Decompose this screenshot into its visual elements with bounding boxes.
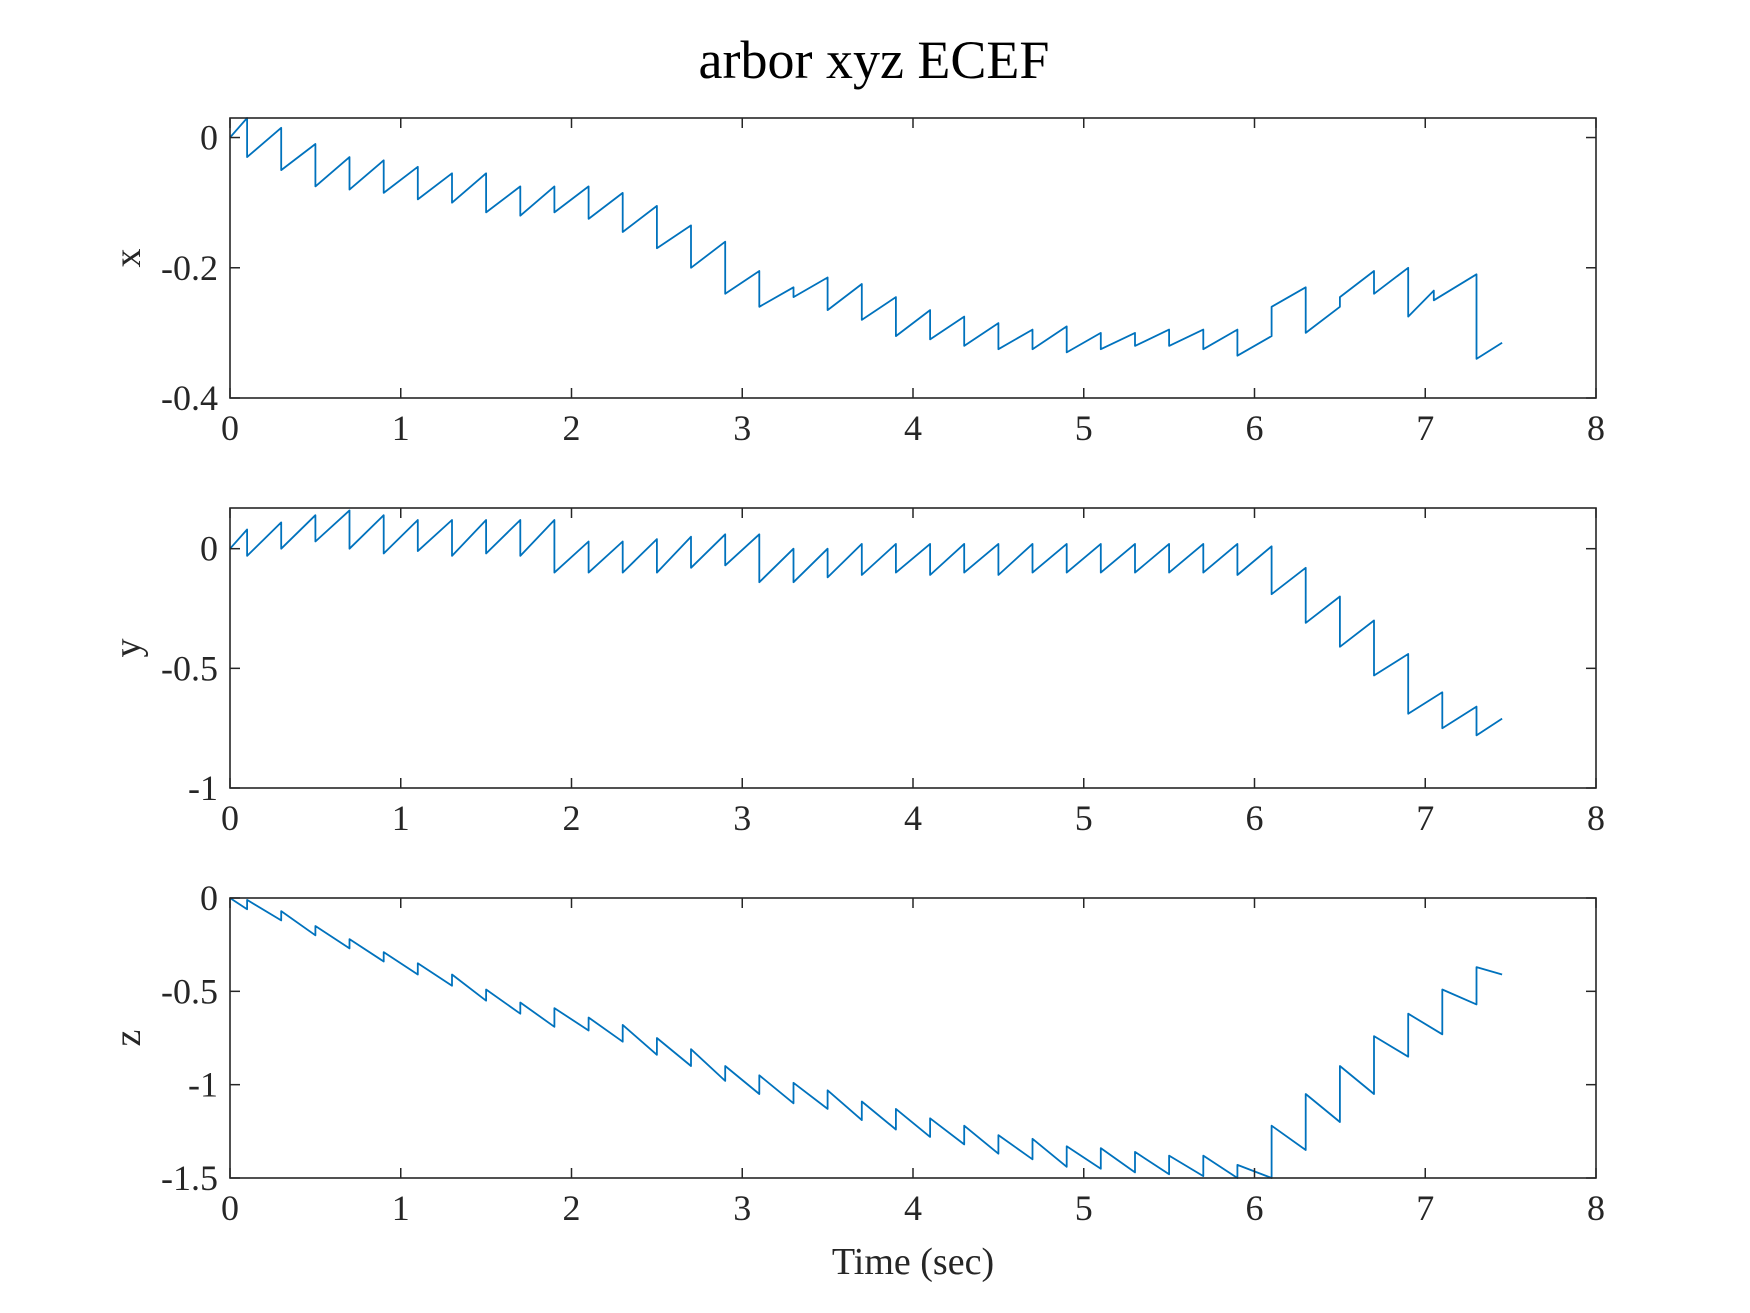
series-line-z xyxy=(229,897,1503,1179)
x-tick-label: 4 xyxy=(904,1188,922,1228)
subplot-y: 0 1 2 3 4 5 6 7 8 0 -0.5 -1 y xyxy=(107,507,1605,838)
x-axis-label: Time (sec) xyxy=(832,1241,994,1283)
subplot-x: 0 1 2 3 4 5 6 7 8 0 -0.2 -0.4 x xyxy=(107,117,1605,448)
y-axis-label: y xyxy=(107,639,149,658)
y-tick-label: 0 xyxy=(200,878,218,918)
x-tick-label: 3 xyxy=(733,798,751,838)
y-tick-label: -0.2 xyxy=(161,248,218,288)
y-tick-label: -1.5 xyxy=(161,1158,218,1198)
series-line-y xyxy=(229,509,1503,737)
x-tick-label: 7 xyxy=(1416,408,1434,448)
x-tick-label: 5 xyxy=(1075,798,1093,838)
y-tick-label: -1 xyxy=(188,1065,218,1105)
x-tick-label: 6 xyxy=(1246,408,1264,448)
x-tick-label: 5 xyxy=(1075,408,1093,448)
x-tick-label: 2 xyxy=(563,408,581,448)
y-tick-label: -0.4 xyxy=(161,378,218,418)
x-tick-label: 3 xyxy=(733,408,751,448)
x-tick-label: 5 xyxy=(1075,1188,1093,1228)
x-tick-label: 6 xyxy=(1246,1188,1264,1228)
x-tick-label: 7 xyxy=(1416,798,1434,838)
x-tick-label: 1 xyxy=(392,798,410,838)
y-tick-label: 0 xyxy=(200,529,218,569)
x-tick-label: 8 xyxy=(1587,408,1605,448)
y-axis-label: z xyxy=(107,1030,149,1047)
x-tick-label: 7 xyxy=(1416,1188,1434,1228)
y-tick-label: -1 xyxy=(188,768,218,808)
x-tick-label: 8 xyxy=(1587,1188,1605,1228)
x-tick-label: 3 xyxy=(733,1188,751,1228)
x-tick-label: 2 xyxy=(563,798,581,838)
x-tick-label: 4 xyxy=(904,798,922,838)
x-tick-label: 4 xyxy=(904,408,922,448)
x-tick-label: 8 xyxy=(1587,798,1605,838)
x-tick-label: 1 xyxy=(392,408,410,448)
x-tick-label: 0 xyxy=(221,798,239,838)
y-tick-label: -0.5 xyxy=(161,971,218,1011)
figure-title: arbor xyz ECEF xyxy=(699,30,1050,90)
series-line-x xyxy=(229,117,1503,360)
axes-frame-z xyxy=(229,897,1597,1179)
x-tick-label: 2 xyxy=(563,1188,581,1228)
x-tick-label: 1 xyxy=(392,1188,410,1228)
x-tick-label: 6 xyxy=(1246,798,1264,838)
x-tick-label: 0 xyxy=(221,1188,239,1228)
y-axis-label: x xyxy=(107,249,149,268)
axes-frame-x xyxy=(229,117,1597,399)
axes-frame-y xyxy=(229,507,1597,789)
x-tick-label: 0 xyxy=(221,408,239,448)
y-tick-label: -0.5 xyxy=(161,648,218,688)
subplot-z: 0 1 2 3 4 5 6 7 8 0 -0.5 -1 -1.5 z Time (sec) xyxy=(107,878,1605,1283)
y-tick-label: 0 xyxy=(200,118,218,158)
